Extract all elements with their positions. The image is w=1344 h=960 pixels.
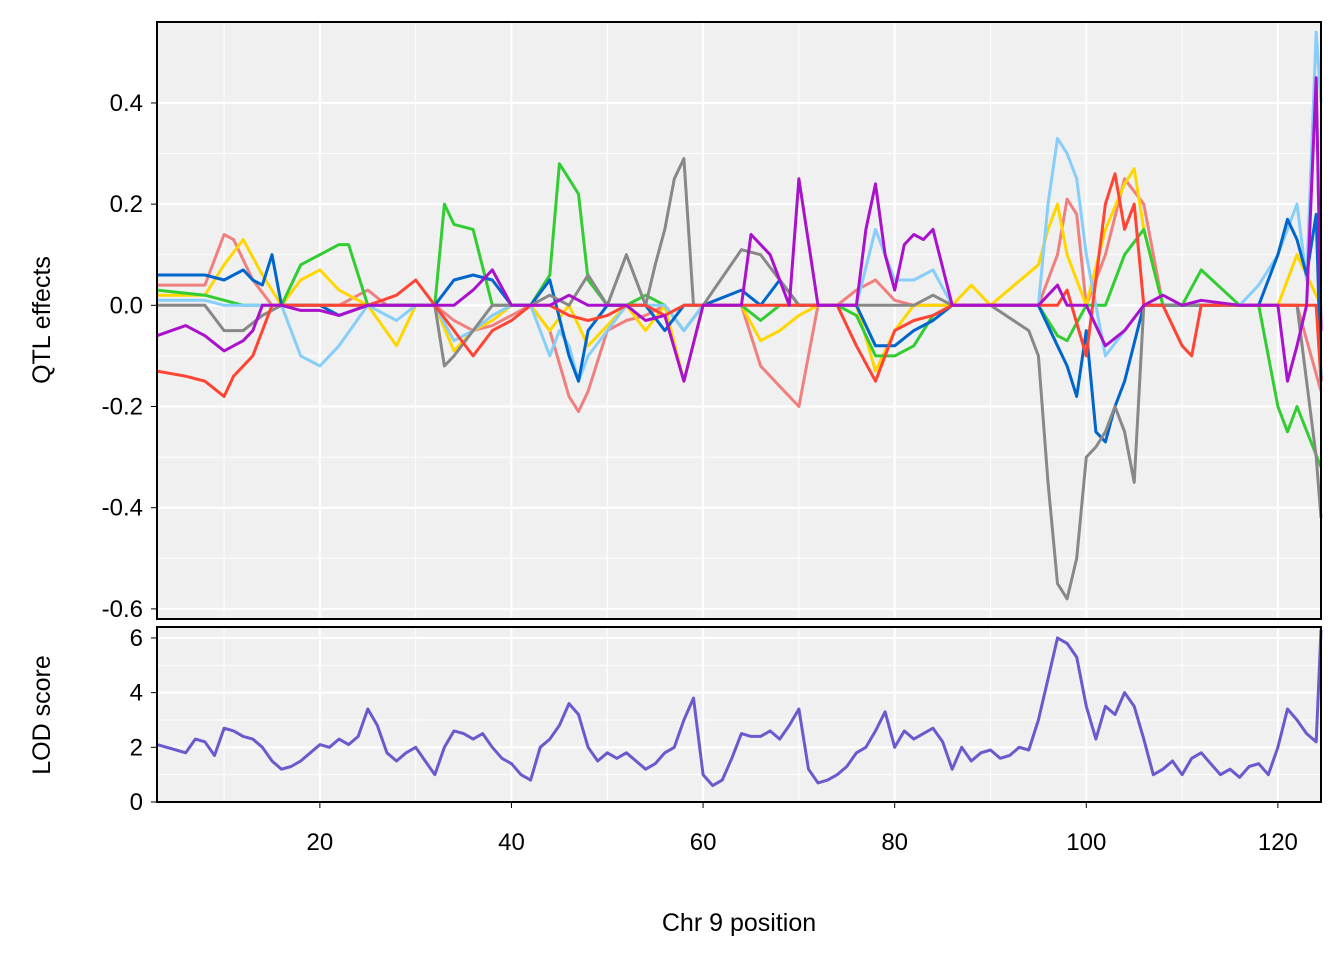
lod-plot-border bbox=[156, 626, 1322, 803]
effects-y-tick-label: -0.6 bbox=[102, 596, 143, 623]
x-tick-label: 60 bbox=[690, 829, 717, 856]
effects-series-line-1 bbox=[157, 167, 1323, 383]
lod-y-tick-label: 0 bbox=[130, 789, 143, 816]
lod-plot-area bbox=[157, 627, 1321, 802]
effects-gridlines bbox=[157, 22, 1321, 619]
x-tick-label: 100 bbox=[1066, 829, 1106, 856]
effects-y-tick-label: 0.2 bbox=[110, 191, 143, 218]
effects-y-tick-label: -0.4 bbox=[102, 495, 143, 522]
effects-series-line-6 bbox=[156, 172, 1323, 398]
x-tick-label: 80 bbox=[881, 829, 908, 856]
effects-y-axis-title: QTL effects bbox=[28, 256, 56, 384]
lod-y-axis-title: LOD score bbox=[28, 655, 56, 774]
effects-y-tick-label: -0.2 bbox=[102, 394, 143, 421]
effects-series-line-7 bbox=[156, 76, 1323, 383]
x-tick-label: 120 bbox=[1258, 829, 1298, 856]
effects-plot-area bbox=[157, 22, 1321, 619]
x-axis-title: Chr 9 position bbox=[662, 909, 816, 937]
effects-series-group bbox=[156, 30, 1323, 601]
lod-y-tick-label: 2 bbox=[130, 734, 143, 761]
effects-plot-border bbox=[156, 21, 1322, 620]
effects-y-tick-label: 0.4 bbox=[110, 90, 143, 117]
effects-y-tick-label: 0.0 bbox=[110, 292, 143, 319]
lod-x-ticks: 20 40 60 80 100 120 bbox=[307, 802, 1298, 856]
lod-series-line-0 bbox=[156, 629, 1323, 788]
lod-y-tick-label: 4 bbox=[130, 680, 143, 707]
x-tick-label: 40 bbox=[498, 829, 525, 856]
x-tick-label: 20 bbox=[307, 829, 334, 856]
lod-series-group bbox=[156, 629, 1323, 788]
lod-y-tick-label: 6 bbox=[130, 625, 143, 652]
effects-panel: 0.4 0.2 0.0 -0.2 -0.4 -0.6 QTL effects bbox=[28, 21, 1323, 623]
lod-y-ticks: 6 4 2 0 bbox=[130, 625, 157, 816]
effects-y-ticks: 0.4 0.2 0.0 -0.2 -0.4 -0.6 bbox=[102, 90, 157, 623]
